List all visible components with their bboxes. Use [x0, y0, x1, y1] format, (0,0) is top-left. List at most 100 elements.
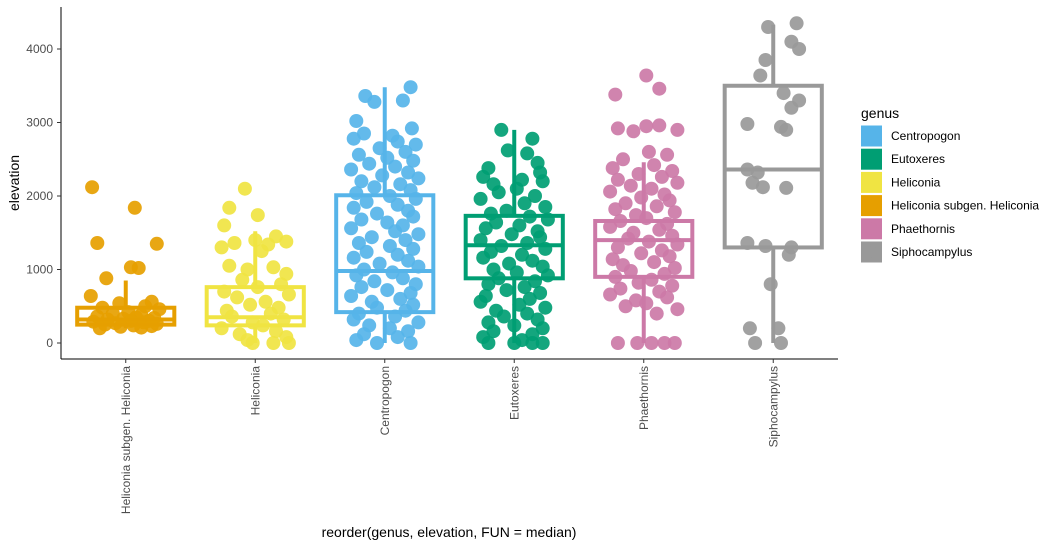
data-point	[517, 280, 532, 295]
y-tick-label: 3000	[26, 116, 53, 130]
data-point	[647, 158, 662, 173]
y-tick-label: 2000	[26, 189, 53, 203]
data-point	[753, 68, 768, 83]
y-tick-label: 0	[46, 336, 53, 350]
data-point	[634, 190, 649, 205]
data-point	[344, 162, 359, 177]
data-point	[222, 200, 237, 215]
data-point	[603, 219, 618, 234]
data-point	[240, 262, 255, 277]
x-tick-label: Phaethornis	[637, 366, 651, 430]
data-point	[776, 86, 791, 101]
data-point	[748, 336, 763, 350]
data-point	[346, 250, 361, 265]
data-point	[370, 206, 384, 221]
data-point	[401, 324, 416, 339]
data-point	[623, 264, 638, 278]
data-point	[473, 191, 488, 206]
data-point	[610, 121, 625, 136]
data-point	[90, 236, 105, 250]
data-point	[660, 147, 675, 162]
data-point	[486, 324, 501, 339]
box	[334, 193, 436, 315]
data-point	[630, 336, 645, 350]
data-point	[670, 175, 685, 190]
data-point	[763, 277, 778, 292]
data-point	[654, 169, 669, 184]
data-point	[639, 68, 654, 83]
data-point	[388, 159, 403, 174]
data-point	[667, 336, 682, 350]
data-point	[411, 315, 426, 330]
data-point	[641, 144, 656, 159]
data-point	[237, 181, 252, 196]
data-point	[243, 297, 258, 312]
data-point	[481, 277, 496, 292]
data-point	[509, 181, 524, 196]
data-point	[499, 283, 514, 298]
data-point	[649, 306, 664, 321]
data-point	[359, 244, 374, 259]
data-point	[504, 227, 519, 242]
axes-layer	[60, 7, 838, 360]
points-layer	[83, 16, 807, 350]
data-point	[367, 180, 382, 195]
x-axis-title: reorder(genus, elevation, FUN = median)	[322, 524, 577, 540]
data-point	[758, 53, 773, 67]
data-point	[610, 336, 625, 350]
data-point	[616, 152, 630, 167]
data-point	[496, 309, 511, 324]
data-point	[789, 16, 804, 31]
data-point	[235, 272, 250, 287]
y-tick-label: 1000	[26, 263, 53, 277]
legend-key-point	[865, 222, 878, 235]
data-point	[608, 87, 623, 102]
data-point	[538, 200, 553, 214]
data-point	[742, 321, 757, 336]
data-point	[346, 312, 361, 327]
legend: genus Centropogon Eutoxeres Heliconia Helic…	[861, 105, 1039, 263]
data-point	[535, 336, 550, 350]
data-point	[605, 252, 620, 267]
legend-key-point	[865, 130, 878, 142]
legend-label: Eutoxeres	[891, 152, 945, 166]
data-point	[623, 178, 638, 193]
data-point	[667, 205, 682, 220]
data-point	[131, 261, 146, 275]
data-point	[522, 291, 537, 306]
data-point	[639, 211, 654, 226]
data-point	[473, 294, 488, 309]
data-point	[644, 336, 659, 350]
data-point	[639, 296, 654, 311]
data-point	[344, 289, 359, 303]
data-point	[652, 118, 667, 133]
data-point	[390, 197, 405, 212]
data-point	[351, 147, 366, 162]
data-point	[649, 199, 664, 214]
data-point	[411, 171, 426, 186]
data-point	[279, 266, 294, 281]
data-point	[509, 265, 524, 280]
data-point	[670, 302, 685, 317]
data-point	[362, 156, 377, 171]
data-point	[608, 202, 623, 217]
data-point	[390, 247, 405, 262]
data-point	[395, 271, 410, 286]
data-point	[647, 255, 662, 270]
data-point	[401, 253, 416, 268]
data-point	[515, 247, 529, 262]
y-ticks: 0 1000 2000 3000 4000	[26, 42, 61, 350]
data-point	[395, 93, 410, 108]
x-ticks: Heliconia subgen. Heliconia Heliconia Cent…	[119, 359, 780, 514]
legend-label: Phaethornis	[891, 222, 955, 236]
data-point	[230, 290, 245, 305]
data-point	[258, 294, 273, 309]
data-point	[406, 241, 421, 256]
data-point	[525, 253, 540, 268]
box	[75, 305, 177, 327]
data-point	[250, 208, 265, 223]
data-point	[481, 336, 496, 350]
data-point	[528, 189, 542, 203]
x-tick-label: Heliconia subgen. Heliconia	[119, 366, 133, 514]
